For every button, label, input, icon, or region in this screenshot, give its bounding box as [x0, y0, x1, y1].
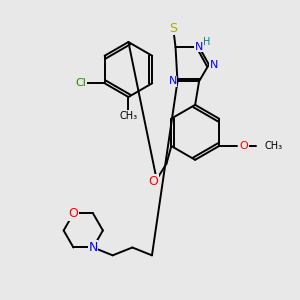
Text: N: N — [195, 42, 203, 52]
Text: N: N — [88, 241, 98, 254]
Text: N: N — [168, 76, 177, 86]
Text: S: S — [169, 22, 178, 35]
Text: H: H — [203, 37, 211, 47]
Text: O: O — [240, 141, 248, 151]
Text: N: N — [210, 60, 218, 70]
Text: CH₃: CH₃ — [264, 141, 282, 151]
Text: Cl: Cl — [76, 78, 86, 88]
Text: CH₃: CH₃ — [119, 111, 137, 121]
Text: O: O — [149, 175, 159, 188]
Text: O: O — [68, 207, 78, 220]
